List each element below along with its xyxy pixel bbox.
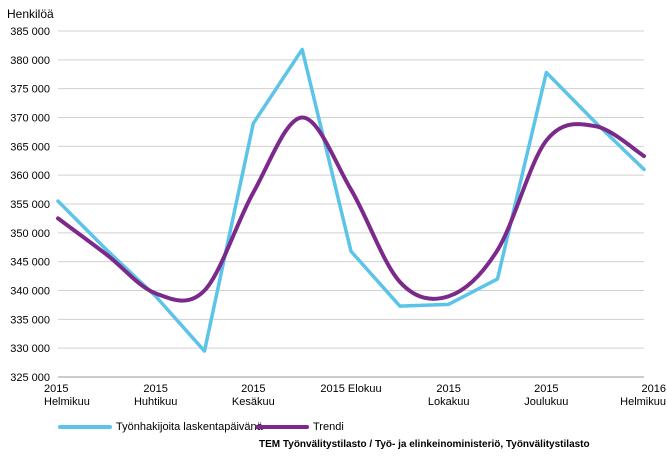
x-tick-label: 2015 Elokuu [320, 383, 381, 395]
y-tick-label: 350 000 [10, 228, 50, 240]
gridlines [58, 30, 644, 378]
x-tick-label: Lokakuu [428, 396, 470, 408]
y-tick-label: 360 000 [10, 170, 50, 182]
x-tick-label: Helmikuu [620, 396, 666, 408]
series-line-applicants [56, 47, 646, 353]
y-tick-label: 370 000 [10, 113, 50, 125]
x-tick-label: 2015 [534, 383, 558, 395]
y-tick-label: 355 000 [10, 199, 50, 211]
y-tick-label: 330 000 [10, 343, 50, 355]
x-tick-label: 2015 [241, 383, 265, 395]
source-note: TEM Työnvälitystilasto / Työ- ja elinkei… [259, 439, 590, 450]
legend-item-trend: Trendi [255, 421, 344, 433]
y-tick-label: 385 000 [10, 26, 50, 38]
x-tick-label: Helmikuu [44, 396, 90, 408]
y-tick-label: 365 000 [10, 141, 50, 153]
y-tick-label: 325 000 [10, 372, 50, 384]
y-axis-label: Henkilöä [7, 7, 54, 21]
x-tick-label: Kesäkuu [232, 396, 275, 408]
series-line-trend [56, 115, 646, 303]
legend-label-trend: Trendi [313, 421, 344, 433]
y-axis-ticks: 325 000 330 000 335 000 340 000 345 000 350 0… [10, 26, 50, 384]
y-tick-label: 345 000 [10, 257, 50, 269]
x-axis-ticks: 2015Helmikuu2015Huhtikuu2015Kesäkuu2015 … [44, 383, 666, 408]
x-tick-label: 2015 [436, 383, 460, 395]
legend-swatch-trend [255, 425, 309, 429]
x-tick-label: Joulukuu [524, 396, 568, 408]
legend-item-applicants: Työnhakijoita laskentapäivänä [58, 421, 263, 433]
x-tick-label: Huhtikuu [134, 396, 177, 408]
y-tick-label: 335 000 [10, 314, 50, 326]
y-tick-label: 380 000 [10, 55, 50, 67]
y-tick-label: 375 000 [10, 84, 50, 96]
legend-label-applicants: Työnhakijoita laskentapäivänä [116, 421, 263, 433]
x-tick-label: 2016 [642, 383, 666, 395]
series-lines [56, 47, 646, 353]
legend-swatch-applicants [58, 425, 112, 429]
x-tick-label: 2015 [44, 383, 68, 395]
x-tick-label: 2015 [143, 383, 167, 395]
y-tick-label: 340 000 [10, 286, 50, 298]
